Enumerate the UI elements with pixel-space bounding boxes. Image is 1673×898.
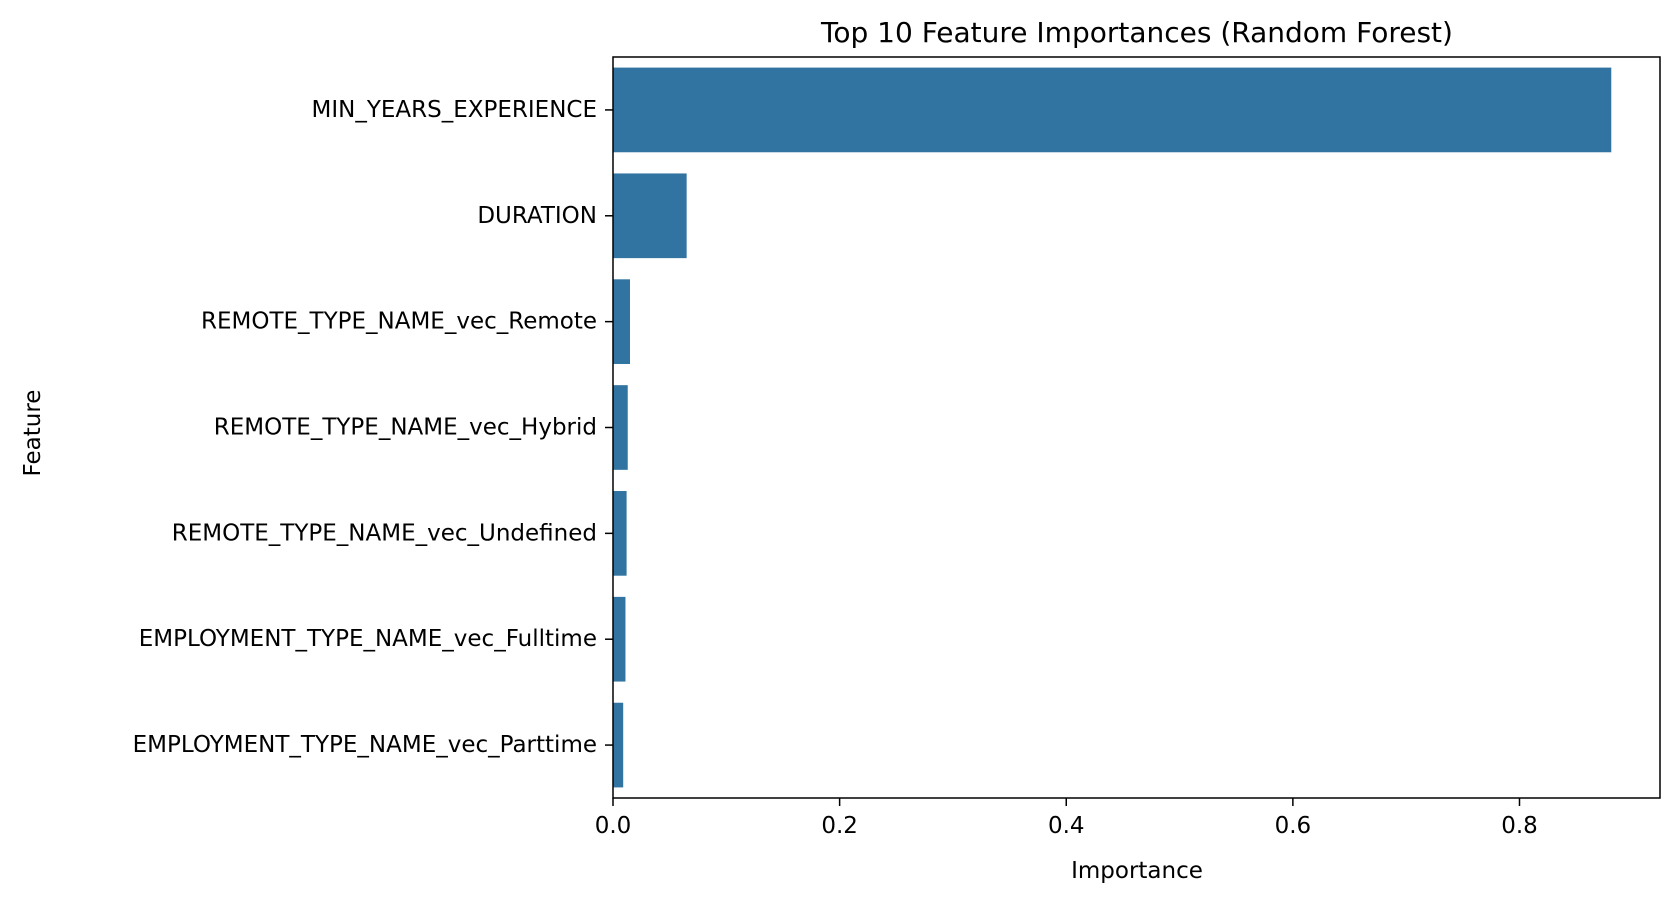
y-tick-label: DURATION	[477, 203, 597, 229]
bar	[613, 385, 628, 470]
chart-title: Top 10 Feature Importances (Random Fores…	[820, 16, 1453, 49]
bars-group	[613, 67, 1612, 788]
x-tick-label: 0.8	[1501, 813, 1538, 839]
plot-frame	[612, 56, 1661, 799]
bar	[613, 491, 627, 576]
x-tick-label: 0.0	[595, 813, 632, 839]
x-ticks-group: 0.0 0.2 0.4 0.6 0.8	[595, 798, 1538, 839]
x-tick-label: 0.2	[821, 813, 858, 839]
y-ticks-group: MIN_YEARS_EXPERIENCE DURATION REMOTE_TYPE_…	[133, 97, 613, 758]
y-tick-label: REMOTE_TYPE_NAME_vec_Hybrid	[214, 415, 597, 441]
y-tick-label: EMPLOYMENT_TYPE_NAME_vec_Fulltime	[139, 626, 597, 652]
x-axis-label: Importance	[1071, 858, 1203, 884]
y-tick-label: REMOTE_TYPE_NAME_vec_Undefined	[172, 520, 597, 546]
y-tick-label: REMOTE_TYPE_NAME_vec_Remote	[201, 309, 597, 335]
y-tick-label: EMPLOYMENT_TYPE_NAME_vec_Parttime	[133, 732, 597, 758]
bar	[613, 173, 687, 259]
bar	[613, 702, 624, 788]
bar	[613, 67, 1612, 153]
bar	[613, 596, 626, 682]
y-tick-label: MIN_YEARS_EXPERIENCE	[311, 97, 597, 123]
x-tick-label: 0.6	[1275, 813, 1312, 839]
x-tick-label: 0.4	[1048, 813, 1085, 839]
bar	[613, 279, 630, 364]
y-axis-label: Feature	[20, 390, 46, 477]
